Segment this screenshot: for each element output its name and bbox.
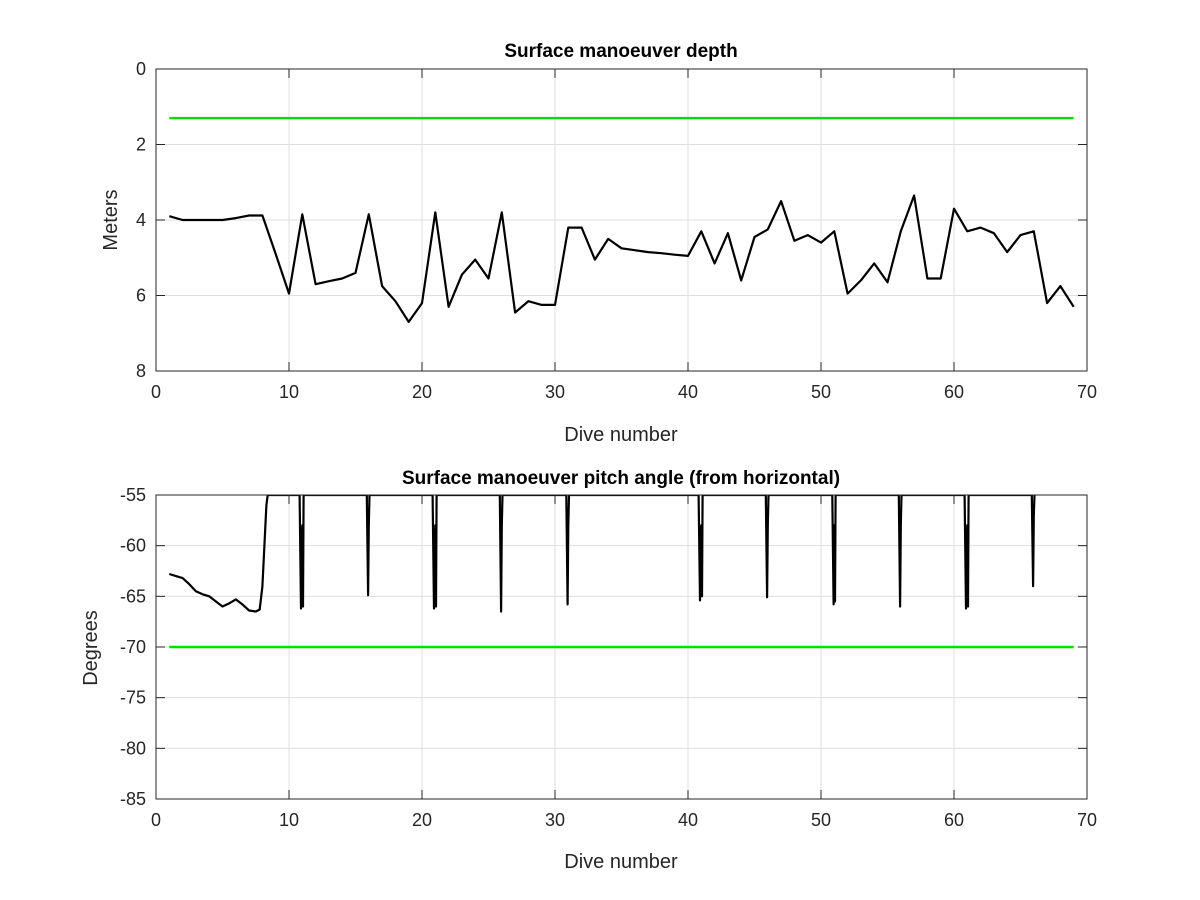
pitch-x-tick-label: 0 — [151, 810, 161, 830]
pitch-y-tick-label: -80 — [120, 738, 146, 758]
pitch-x-tick-label: 60 — [944, 810, 964, 830]
depth-y-tick-label: 8 — [136, 361, 146, 381]
pitch-x-tick-label: 10 — [279, 810, 299, 830]
pitch-y-tick-label: -70 — [120, 637, 146, 657]
depth-x-tick-label: 40 — [678, 382, 698, 402]
depth-x-axis-label: Dive number — [564, 424, 678, 446]
depth-x-tick-label: 0 — [151, 382, 161, 402]
depth-y-axis-label: Meters — [100, 189, 122, 250]
pitch-y-axis-label: Degrees — [80, 610, 102, 686]
pitch-x-tick-label: 40 — [678, 810, 698, 830]
pitch-x-tick-label: 50 — [811, 810, 831, 830]
pitch-x-tick-label: 20 — [412, 810, 432, 830]
depth-chart-title: Surface manoeuver depth — [504, 41, 737, 62]
depth-y-tick-label: 0 — [136, 59, 146, 79]
depth-x-tick-label: 30 — [545, 382, 565, 402]
pitch-measured-series-line — [168, 495, 1036, 613]
depth-series-lines — [168, 116, 1075, 323]
pitch-y-tick-label: -60 — [120, 536, 146, 556]
depth-y-tick-label: 4 — [136, 210, 146, 230]
pitch-series-lines — [168, 495, 1074, 649]
pitch-x-axis-label: Dive number — [564, 851, 678, 873]
pitch-y-tick-label: -55 — [120, 485, 146, 505]
pitch-y-tick-label: -75 — [120, 688, 146, 708]
depth-x-tick-label: 10 — [279, 382, 299, 402]
depth-x-tick-label: 60 — [944, 382, 964, 402]
pitch-chart-title: Surface manoeuver pitch angle (from hori… — [402, 468, 840, 489]
depth-grid — [156, 69, 1087, 371]
pitch-y-tick-label: -65 — [120, 586, 146, 606]
pitch-x-tick-label: 70 — [1077, 810, 1097, 830]
depth-measured-series-line — [168, 194, 1075, 323]
pitch-ticks: 0 10 20 30 40 50 60 70 -55 -60 -65 -70 -75 -80 -85 — [120, 485, 1097, 830]
depth-x-tick-label: 70 — [1077, 382, 1097, 402]
pitch-y-tick-label: -85 — [120, 789, 146, 809]
depth-ticks: 0 10 20 30 40 50 60 70 0 2 4 6 8 — [136, 59, 1097, 402]
depth-y-tick-label: 6 — [136, 286, 146, 306]
depth-x-tick-label: 50 — [811, 382, 831, 402]
depth-subplot: 0 10 20 30 40 50 60 70 0 2 4 6 8 Surface manoeuver d… — [100, 41, 1097, 446]
depth-x-tick-label: 20 — [412, 382, 432, 402]
depth-y-tick-label: 2 — [136, 135, 146, 155]
pitch-x-tick-label: 30 — [545, 810, 565, 830]
pitch-subplot: 0 10 20 30 40 50 60 70 -55 -60 -65 -70 -75 -80 -85 Sur… — [80, 468, 1097, 873]
